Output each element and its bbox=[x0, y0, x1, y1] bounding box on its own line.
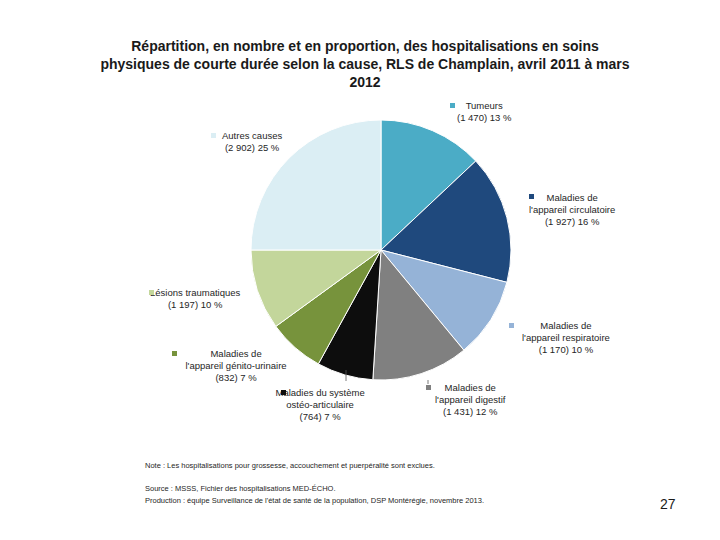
value-label: 7 % bbox=[240, 372, 256, 383]
data-label: Lésions traumatiques(1 197) 10 % bbox=[150, 287, 240, 311]
value-label: 10 % bbox=[201, 299, 223, 310]
data-label: Maladies del'appareil respiratoire(1 170… bbox=[522, 320, 610, 356]
category-label: Maladies del'appareil digestif bbox=[435, 382, 505, 405]
label-marker bbox=[149, 290, 154, 295]
data-label: Maladies du systèmeostéo-articulaire(764… bbox=[276, 387, 365, 423]
data-label: Tumeurs(1 470) 13 % bbox=[457, 100, 511, 124]
count-label: (1 197) bbox=[168, 299, 198, 310]
value-label: 16 % bbox=[578, 216, 600, 227]
data-label: Autres causes(2 902) 25 % bbox=[222, 130, 282, 154]
count-label: (1 927) bbox=[545, 216, 575, 227]
chart-title: Répartition, en nombre et en proportion,… bbox=[100, 37, 630, 91]
category-label: Maladies del'appareil respiratoire bbox=[522, 320, 610, 343]
category-label: Lésions traumatiques bbox=[150, 287, 240, 298]
value-label: 13 % bbox=[490, 112, 512, 123]
count-label: (1 431) bbox=[443, 406, 473, 417]
label-marker bbox=[211, 133, 216, 138]
label-marker bbox=[450, 103, 455, 108]
label-marker bbox=[172, 351, 177, 356]
value-label: 7 % bbox=[324, 411, 340, 422]
count-label: (2 902) bbox=[225, 142, 255, 153]
category-label: Tumeurs bbox=[466, 100, 503, 111]
count-label: (832) bbox=[215, 372, 237, 383]
label-marker bbox=[529, 194, 534, 199]
page-number: 27 bbox=[660, 496, 676, 512]
leader-line bbox=[346, 370, 347, 381]
pie-chart bbox=[0, 0, 720, 540]
category-label: Maladies del'appareil génito-urinaire bbox=[186, 348, 287, 371]
label-marker bbox=[426, 385, 431, 390]
count-label: (764) bbox=[300, 411, 322, 422]
value-label: 12 % bbox=[476, 406, 498, 417]
value-label: 10 % bbox=[571, 344, 593, 355]
count-label: (1 170) bbox=[539, 344, 569, 355]
data-label: Maladies del'appareil digestif(1 431) 12… bbox=[435, 382, 505, 418]
label-marker bbox=[281, 390, 286, 395]
data-label: Maladies del'appareil circulatoire(1 927… bbox=[529, 192, 615, 228]
category-label: Maladies du systèmeostéo-articulaire bbox=[276, 387, 365, 410]
pie-slice bbox=[251, 250, 381, 326]
pie-slice bbox=[373, 250, 464, 380]
category-label: Maladies del'appareil circulatoire bbox=[529, 192, 615, 215]
footnote: Production : équipe Surveillance de l'ét… bbox=[145, 496, 484, 505]
footnote: Note : Les hospitalisations pour grosses… bbox=[145, 461, 435, 470]
footnote: Source : MSSS, Fichier des hospitalisati… bbox=[145, 484, 335, 493]
count-label: (1 470) bbox=[457, 112, 487, 123]
leader-line bbox=[428, 380, 429, 384]
data-label: Maladies del'appareil génito-urinaire(83… bbox=[186, 348, 287, 384]
value-label: 25 % bbox=[258, 142, 280, 153]
label-marker bbox=[509, 323, 514, 328]
stage: Répartition, en nombre et en proportion,… bbox=[0, 0, 720, 540]
category-label: Autres causes bbox=[222, 130, 282, 141]
